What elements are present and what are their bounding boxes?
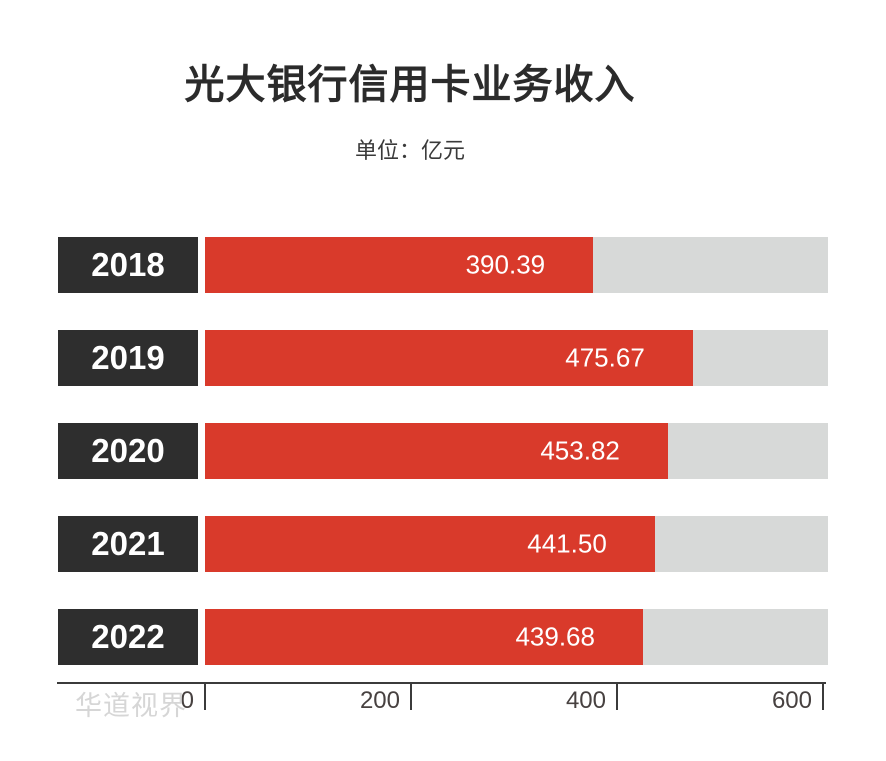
bar-fill: 475.67 (205, 330, 693, 386)
x-axis-tick (410, 682, 412, 710)
bar-track: 475.67 (205, 330, 828, 386)
year-label: 2021 (58, 516, 198, 572)
value-label: 390.39 (465, 249, 546, 280)
bar-track: 439.68 (205, 609, 828, 665)
bar-fill: 441.50 (205, 516, 655, 572)
bar-fill: 439.68 (205, 609, 643, 665)
x-axis-tick-label: 400 (565, 687, 606, 714)
value-label: 439.68 (515, 621, 595, 652)
page-title: 光大银行信用卡业务收入 (184, 63, 636, 107)
x-axis-tick (822, 682, 824, 710)
bar-row: 2018 390.39 (58, 237, 828, 293)
bar-row: 2021 441.50 (58, 516, 828, 572)
year-label: 2018 (58, 237, 198, 293)
x-axis-tick (616, 682, 618, 710)
bar-fill: 390.39 (205, 237, 594, 293)
bar-track: 390.39 (205, 237, 828, 293)
year-label: 2020 (58, 423, 198, 479)
watermark: 华道视界 (75, 691, 187, 721)
x-axis-tick-label: 600 (771, 687, 812, 714)
bar-row: 2022 439.68 (58, 609, 828, 665)
x-axis-tick-label: 200 (359, 687, 400, 714)
year-label: 2022 (58, 609, 198, 665)
bar-track: 453.82 (205, 423, 828, 479)
bar-chart: 2018 390.39 2019 475.67 2020 453.82 (58, 237, 828, 702)
x-axis-line (57, 682, 826, 684)
value-label: 475.67 (565, 342, 645, 373)
value-label: 441.50 (527, 528, 607, 559)
value-label: 453.82 (540, 435, 620, 466)
bar-row: 2019 475.67 (58, 330, 828, 386)
unit-label: 单位：亿元 (354, 138, 465, 163)
bar-row: 2020 453.82 (58, 423, 828, 479)
x-axis-tick (204, 682, 206, 710)
bar-track: 441.50 (205, 516, 828, 572)
year-label: 2019 (58, 330, 198, 386)
bar-fill: 453.82 (205, 423, 668, 479)
x-axis-tick-label: 0 (180, 687, 194, 714)
